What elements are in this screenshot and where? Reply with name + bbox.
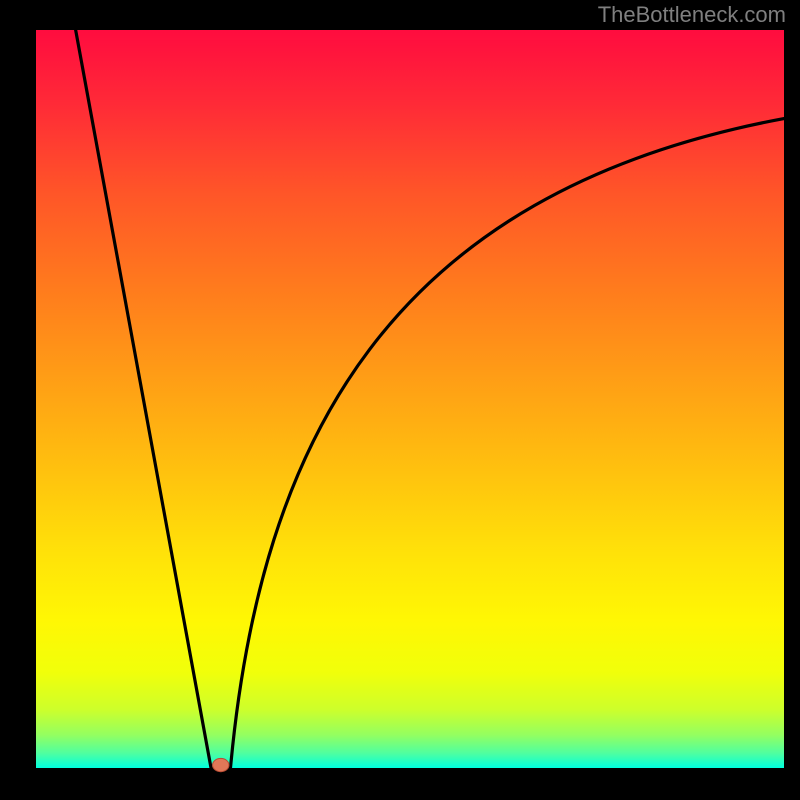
- chart-container: TheBottleneck.com: [0, 0, 800, 800]
- watermark-text: TheBottleneck.com: [598, 2, 786, 28]
- bottleneck-chart: [0, 0, 800, 800]
- minimum-marker: [213, 758, 229, 771]
- plot-area: [36, 30, 784, 768]
